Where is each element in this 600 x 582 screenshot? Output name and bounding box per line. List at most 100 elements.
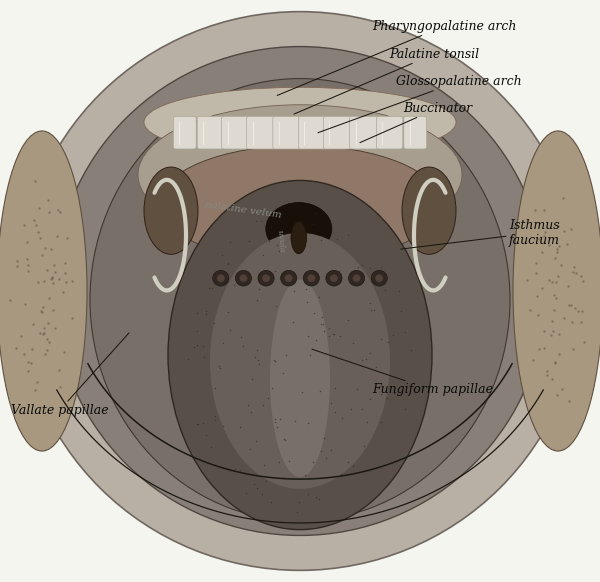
Point [376,334,386,343]
Point [12,256,22,265]
Point [275,226,285,235]
Point [553,390,562,399]
Point [22,254,32,264]
Point [400,404,410,414]
Circle shape [217,274,224,282]
Point [23,367,32,376]
Point [566,301,575,310]
Point [572,269,581,278]
Point [320,326,329,335]
Circle shape [307,274,315,282]
Point [542,371,552,380]
Point [530,205,540,215]
Point [539,343,548,353]
Point [223,258,233,268]
Ellipse shape [90,79,510,521]
Point [316,387,325,396]
Point [328,329,338,339]
Point [204,283,214,292]
Point [285,233,295,243]
Point [193,420,202,429]
Circle shape [262,274,270,282]
Point [48,278,58,288]
Circle shape [281,270,297,286]
Point [284,456,294,465]
Point [39,329,49,338]
Point [285,267,295,276]
Point [295,498,304,507]
Point [570,303,580,313]
Point [281,351,291,360]
Point [300,470,310,480]
Point [337,414,347,423]
Point [254,355,263,364]
Circle shape [330,274,338,282]
Text: Palatine tonsil: Palatine tonsil [294,48,479,114]
Point [528,355,538,364]
Point [343,458,352,467]
Point [580,337,589,346]
Point [523,275,532,284]
Point [23,357,32,367]
Point [526,306,535,315]
Point [316,446,326,456]
Point [260,460,269,470]
Ellipse shape [0,131,87,451]
Point [357,260,367,269]
Point [400,328,409,337]
Point [206,442,215,452]
Point [62,233,72,242]
Point [303,331,313,340]
Point [193,341,202,350]
Point [316,236,326,245]
Point [223,260,233,269]
Point [263,393,272,402]
Point [336,269,346,279]
Point [549,291,559,300]
Point [288,317,298,327]
Point [52,232,62,241]
Ellipse shape [402,167,456,254]
Point [551,359,560,368]
Point [218,421,228,431]
Point [359,442,368,451]
Point [23,266,33,275]
Point [43,334,52,343]
Point [245,445,254,454]
Point [569,262,579,272]
Point [564,300,574,309]
Point [542,367,552,376]
FancyBboxPatch shape [298,116,327,149]
Ellipse shape [513,131,600,451]
Point [44,207,53,217]
Point [394,287,404,296]
Point [314,494,324,503]
Point [257,489,266,499]
Point [548,326,558,335]
Point [207,283,217,293]
Point [67,276,77,286]
Point [244,237,253,246]
Point [62,278,71,287]
Point [353,384,362,393]
Point [258,400,268,410]
Point [218,339,227,348]
Point [400,375,409,384]
Point [254,285,264,294]
Point [320,434,329,443]
Point [308,219,318,228]
Point [253,296,262,305]
Point [60,268,70,278]
Point [20,300,29,309]
FancyBboxPatch shape [350,116,379,149]
Point [46,244,56,253]
Point [278,368,288,377]
Point [303,489,313,499]
Ellipse shape [144,167,198,254]
Point [552,247,562,257]
Point [274,247,284,256]
Point [271,356,280,365]
Point [365,395,374,404]
Point [47,272,56,282]
Point [47,273,57,282]
